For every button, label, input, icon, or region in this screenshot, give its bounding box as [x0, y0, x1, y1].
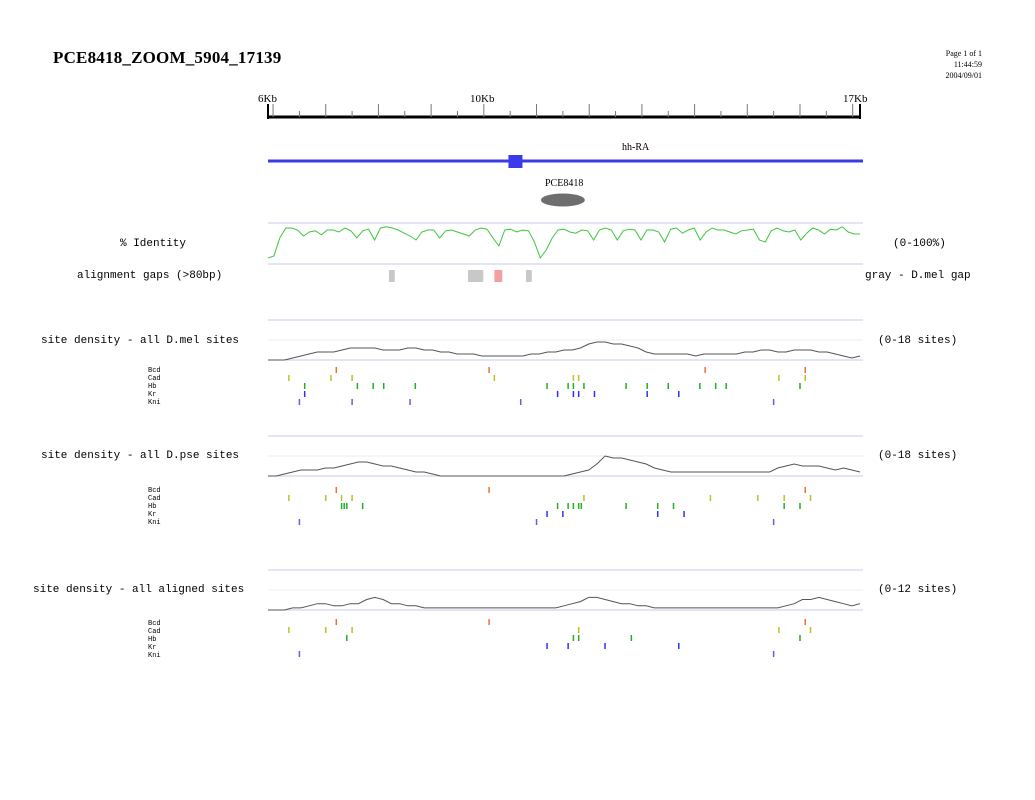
identity-series-line: [267, 226, 860, 260]
density-series-line: [268, 341, 861, 361]
gap-block: [468, 270, 484, 282]
identity-label: % Identity: [120, 238, 187, 250]
timestamp-date: 2004/09/01: [945, 71, 982, 80]
factor-label-bcd: Bcd: [148, 487, 161, 495]
factor-label-bcd: Bcd: [148, 367, 161, 375]
identity-range: (0-100%): [893, 238, 946, 250]
factor-labels-dpse: Bcd Cad Hb Kr Kni: [148, 487, 161, 527]
gap-block: [388, 270, 395, 282]
gene-exon: [508, 155, 523, 168]
element-name: PCE8418: [545, 178, 584, 189]
factor-label-kni: Kni: [148, 519, 161, 527]
track-dpse-label: site density - all D.pse sites: [41, 450, 240, 462]
factor-label-cad: Cad: [148, 495, 161, 503]
ruler-label-end: 17Kb: [843, 93, 868, 105]
page-title: PCE8418_ZOOM_5904_17139: [53, 48, 282, 67]
track-dmel-label: site density - all D.mel sites: [41, 335, 240, 347]
factor-label-kni: Kni: [148, 399, 161, 407]
density-series-line: [268, 455, 861, 477]
factor-label-hb: Hb: [148, 383, 157, 391]
gene-name: hh-RA: [622, 142, 650, 153]
timestamp-time: 11:44:59: [953, 60, 982, 69]
factor-labels-dmel: Bcd Cad Hb Kr Kni: [148, 367, 161, 407]
ruler-label-mid: 10Kb: [470, 93, 495, 105]
density-series-line: [268, 596, 861, 611]
gaps-legend: gray - D.mel gap: [865, 270, 971, 282]
factor-label-kr: Kr: [148, 644, 157, 652]
factor-label-hb: Hb: [148, 636, 157, 644]
page-number: Page 1 of 1: [945, 49, 982, 58]
factor-label-hb: Hb: [148, 503, 157, 511]
factor-labels-aligned: Bcd Cad Hb Kr Kni: [148, 620, 161, 660]
gap-block: [525, 270, 532, 282]
factor-label-cad: Cad: [148, 375, 161, 383]
track-dpse-range: (0-18 sites): [878, 450, 958, 462]
element-ellipse: [540, 193, 585, 207]
factor-label-kni: Kni: [148, 652, 161, 660]
track-aligned-label: site density - all aligned sites: [33, 584, 245, 596]
factor-label-kr: Kr: [148, 511, 157, 519]
ruler-label-start: 6Kb: [258, 93, 277, 105]
factor-label-bcd: Bcd: [148, 620, 161, 628]
factor-label-kr: Kr: [148, 391, 157, 399]
gap-block: [494, 270, 503, 282]
track-aligned-range: (0-12 sites): [878, 584, 958, 596]
factor-label-cad: Cad: [148, 628, 161, 636]
gaps-label: alignment gaps (>80bp): [77, 270, 223, 282]
track-dmel-range: (0-18 sites): [878, 335, 958, 347]
